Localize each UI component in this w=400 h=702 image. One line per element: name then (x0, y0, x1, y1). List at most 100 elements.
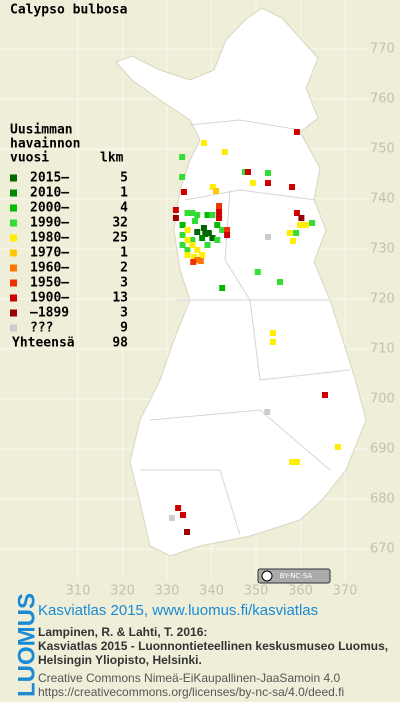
observation-square (289, 459, 296, 465)
legend-label: –1899 (30, 306, 69, 321)
legend-count: 25 (112, 231, 128, 246)
y-tick-label: 710 (370, 342, 395, 357)
atlas-link[interactable]: Kasviatlas 2015, www.luomus.fi/kasviatla… (38, 602, 318, 619)
legend-swatch (10, 204, 17, 212)
legend-count: 3 (120, 276, 128, 291)
observation-square (190, 259, 197, 265)
observation-square (265, 180, 272, 186)
legend-swatch (10, 279, 17, 287)
observation-square (184, 252, 191, 258)
observation-square (293, 210, 300, 216)
x-tick-label: 360 (288, 584, 313, 599)
legend-label: 1900– (30, 291, 69, 306)
observation-square (180, 512, 187, 518)
observation-square (289, 184, 296, 190)
legend-count: 1 (120, 186, 128, 201)
observation-square (194, 247, 201, 253)
y-tick-label: 670 (370, 542, 395, 557)
observation-square (204, 212, 211, 218)
footer-text: Lampinen, R. & Lahti, T. 2016:Kasviatlas… (38, 625, 388, 699)
observation-square (175, 505, 182, 511)
observation-square (202, 231, 209, 237)
legend-label: 1960– (30, 261, 69, 276)
observation-square (293, 129, 300, 135)
observation-square (241, 169, 248, 175)
citation-line: Helsingin Yliopisto, Helsinki. (38, 653, 202, 667)
observation-square (179, 222, 186, 228)
observation-square (179, 242, 186, 248)
observation-square (216, 203, 223, 209)
legend-swatch (10, 309, 17, 317)
observation-square (172, 207, 179, 213)
citation-line: Lampinen, R. & Lahti, T. 2016: (38, 625, 207, 639)
observation-square (264, 409, 271, 415)
observation-square (179, 174, 186, 180)
legend-swatch (10, 219, 17, 227)
legend-heading: havainnon (10, 137, 80, 152)
observation-square (216, 215, 223, 221)
observation-square (189, 237, 196, 243)
legend-label: 1990– (30, 216, 69, 231)
observation-square (172, 215, 179, 221)
legend-swatch (10, 189, 17, 197)
observation-square (179, 232, 186, 238)
total-count: 98 (112, 336, 128, 351)
legend-count: 9 (120, 321, 128, 336)
citation-line: Kasviatlas 2015 - Luonnontieteellinen ke… (38, 639, 388, 653)
observation-square (180, 189, 187, 195)
legend-heading: Uusimman (10, 123, 73, 138)
legend-count: 32 (112, 216, 128, 231)
country-shape (115, 7, 367, 557)
legend-count: 4 (120, 201, 128, 216)
observation-square (293, 230, 300, 236)
observation-square (269, 330, 276, 336)
observation-square (214, 222, 221, 228)
license-badge: BY-NC-SA (257, 568, 331, 584)
observation-square (184, 227, 191, 233)
legend-label: ??? (30, 321, 53, 336)
legend-label: 2000– (30, 201, 69, 216)
x-tick-label: 320 (110, 584, 135, 599)
observation-square (209, 235, 216, 241)
observation-square (194, 212, 201, 218)
observation-square (216, 209, 223, 215)
x-tick-label: 350 (244, 584, 269, 599)
legend-label: 2015– (30, 171, 69, 186)
observation-square (214, 237, 221, 243)
observation-square (184, 247, 191, 253)
license-line: Creative Commons Nimeä-EiKaupallinen-Jaa… (38, 671, 340, 685)
legend-swatch (10, 294, 17, 302)
observation-square (277, 279, 284, 285)
observations (168, 129, 341, 535)
legend-swatch (10, 264, 17, 272)
legend-swatch (10, 249, 17, 257)
observation-square (289, 238, 296, 244)
observation-square (194, 257, 201, 263)
legend-heading: vuosi (10, 151, 49, 166)
observation-square (168, 515, 175, 521)
legend-label: 2010– (30, 186, 69, 201)
observation-square (209, 212, 216, 218)
legend-count: 5 (120, 171, 128, 186)
y-tick-label: 720 (370, 292, 395, 307)
y-tick-label: 690 (370, 442, 395, 457)
observation-square (200, 140, 207, 146)
observation-square (254, 269, 261, 275)
y-tick-label: 750 (370, 142, 395, 157)
observation-square (184, 237, 191, 243)
observation-square (265, 170, 272, 176)
legend-label: 1950– (30, 276, 69, 291)
observation-square (219, 285, 226, 291)
observation-square (244, 169, 251, 175)
region-borders (140, 119, 351, 536)
observation-square (293, 459, 300, 465)
x-tick-label: 310 (66, 584, 91, 599)
legend-count: 13 (112, 291, 128, 306)
observation-square (219, 227, 226, 233)
y-tick-label: 680 (370, 492, 395, 507)
x-tick-label: 330 (155, 584, 180, 599)
observation-square (189, 210, 196, 216)
observation-square (199, 235, 206, 241)
legend-count-heading: lkm (100, 151, 124, 166)
